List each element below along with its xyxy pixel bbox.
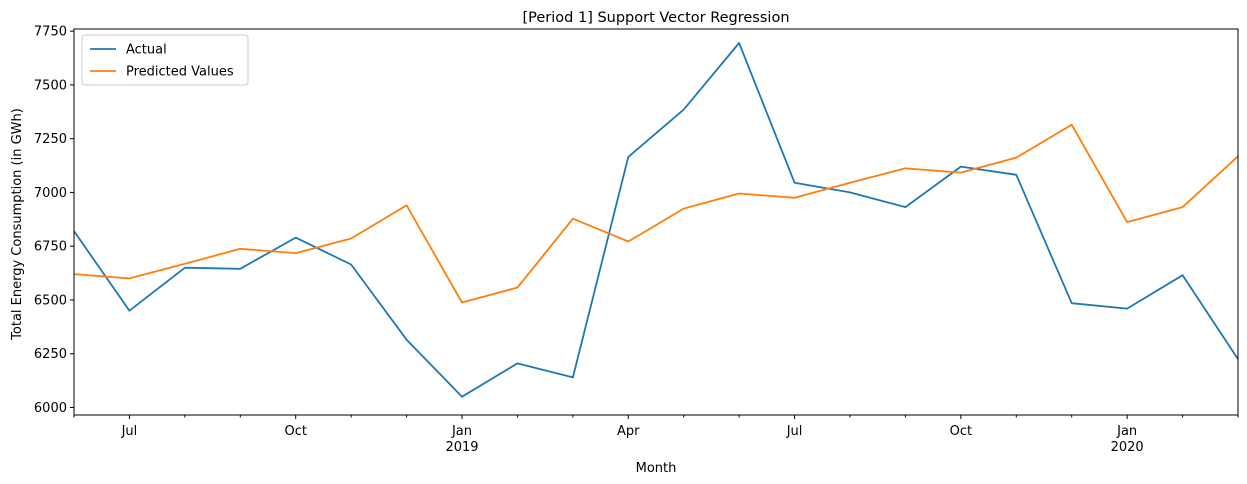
x-tick-label: Jul bbox=[121, 424, 138, 439]
series-line-actual bbox=[73, 42, 1239, 398]
x-tick-label: Oct bbox=[284, 424, 306, 439]
y-tick-label: 6750 bbox=[34, 240, 67, 255]
y-axis-label: Total Energy Consumption (in GWh) bbox=[10, 108, 25, 341]
y-tick-label: 7000 bbox=[34, 186, 67, 201]
y-tick-label: 7500 bbox=[34, 78, 67, 93]
x-tick-year-label: 2019 bbox=[445, 440, 478, 455]
plot-area bbox=[73, 42, 1239, 398]
legend-box bbox=[81, 34, 249, 86]
y-tick-label: 6250 bbox=[34, 347, 67, 362]
x-tick-label: Jan bbox=[451, 424, 472, 439]
y-axis: 6000 6250 6500 6750 7000 7250 7500 7750 bbox=[34, 25, 74, 416]
x-tick-year-label: 2020 bbox=[1111, 440, 1144, 455]
y-tick-label: 6000 bbox=[34, 401, 67, 416]
x-axis-label: Month bbox=[636, 461, 677, 476]
x-tick-label: Jul bbox=[786, 424, 803, 439]
x-tick-label: Oct bbox=[950, 424, 972, 439]
x-tick-label: Jan bbox=[1116, 424, 1137, 439]
x-tick-label: Apr bbox=[617, 424, 640, 439]
axes-frame bbox=[73, 28, 1239, 416]
y-tick-label: 7750 bbox=[34, 25, 67, 40]
legend: Actual Predicted Values bbox=[81, 34, 249, 86]
y-tick-label: 6500 bbox=[34, 293, 67, 308]
chart-title: [Period 1] Support Vector Regression bbox=[522, 10, 789, 26]
y-tick-label: 7250 bbox=[34, 132, 67, 147]
legend-entry: Actual bbox=[126, 43, 167, 58]
series-line-predicted-values bbox=[73, 123, 1239, 304]
legend-entry: Predicted Values bbox=[126, 65, 234, 80]
